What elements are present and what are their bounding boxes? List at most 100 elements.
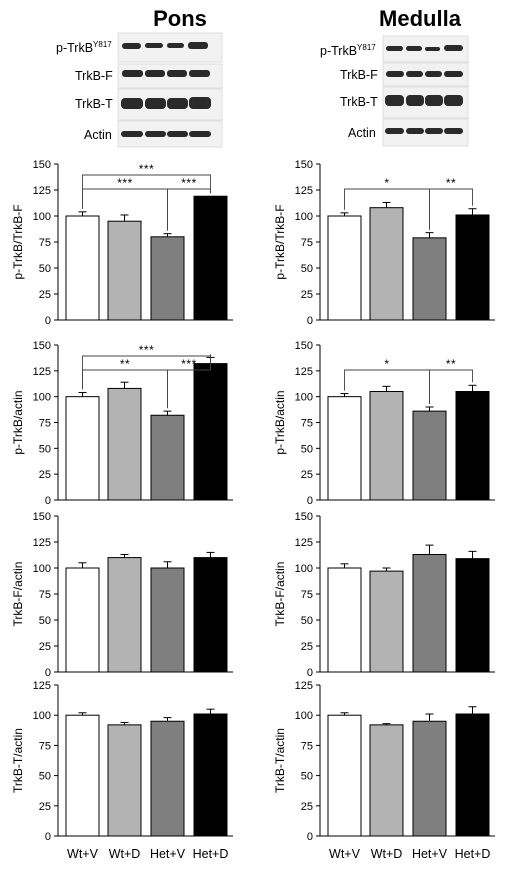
y-tick-label: 100	[33, 710, 51, 722]
y-axis-label: TrkB-T/actin	[273, 728, 287, 793]
bar-het-v	[412, 720, 447, 837]
y-tick-label: 50	[301, 615, 313, 627]
y-axis-label: p-TrkB/TrkB-F	[11, 204, 25, 279]
y-tick-label: 125	[33, 680, 51, 692]
bar-het-v	[150, 414, 185, 501]
significance-label: ***	[181, 357, 197, 371]
significance-label: **	[446, 176, 456, 190]
significance-label: ***	[117, 176, 133, 190]
y-tick-label: 0	[45, 315, 51, 327]
y-tick-label: 50	[39, 443, 51, 455]
svg-text:p-TrkBY817: p-TrkBY817	[320, 43, 376, 58]
y-tick-label: 0	[45, 831, 51, 843]
x-tick-label: Het+V	[150, 847, 186, 861]
y-tick-label: 100	[33, 392, 51, 404]
y-tick-label: 50	[39, 771, 51, 783]
bar-wt-d	[107, 220, 142, 321]
x-tick-label: Het+D	[193, 847, 229, 861]
medulla-title: Medulla	[379, 6, 461, 31]
x-tick-label: Wt+V	[329, 847, 361, 861]
y-tick-label: 125	[295, 185, 313, 197]
y-axis-label: TrkB-F/actin	[11, 562, 25, 627]
y-tick-label: 125	[33, 185, 51, 197]
bar-wt-d	[107, 387, 142, 501]
significance-bracket	[167, 188, 211, 231]
blot-label-actin: Actin	[348, 126, 376, 140]
bar-wt-v	[327, 396, 362, 501]
significance-label: **	[446, 357, 456, 371]
bar-het-v	[150, 720, 185, 837]
bar-wt-v	[65, 567, 100, 673]
significance-label: ***	[181, 176, 197, 190]
bar-wt-v	[327, 567, 362, 673]
bar-wt-v	[65, 396, 100, 501]
y-tick-label: 150	[33, 340, 51, 352]
significance-label: *	[384, 176, 389, 190]
bar-het-v	[412, 553, 447, 673]
y-tick-label: 150	[295, 159, 313, 171]
medulla-blot-panel: p-TrkBY817 TrkB-F TrkB-T Actin	[320, 35, 469, 147]
y-tick-label: 25	[39, 801, 51, 813]
x-tick-label: Het+D	[455, 847, 491, 861]
bar-het-v	[412, 410, 447, 501]
x-axis-labels: Wt+V Wt+D Het+V Het+D Wt+V Wt+D Het+V Het+D	[67, 847, 490, 861]
pons-blot-panel: p-TrkBY817 TrkB-F TrkB-T Actin	[56, 32, 223, 148]
y-tick-label: 100	[295, 710, 313, 722]
pons-title: Pons	[153, 6, 207, 31]
y-tick-label: 25	[301, 801, 313, 813]
blot-label-trkbf: TrkB-F	[340, 68, 378, 82]
blot-label-trkbt: TrkB-T	[340, 95, 378, 109]
y-tick-label: 125	[33, 366, 51, 378]
y-tick-label: 75	[301, 589, 313, 601]
bar-wt-d	[107, 724, 142, 837]
y-tick-label: 25	[301, 641, 313, 653]
y-tick-label: 0	[45, 495, 51, 507]
y-tick-label: 0	[307, 831, 313, 843]
svg-text:p-TrkBY817: p-TrkBY817	[56, 40, 112, 55]
bar-wt-d	[369, 724, 404, 837]
y-axis-label: TrkB-F/actin	[273, 562, 287, 627]
y-tick-label: 0	[45, 667, 51, 679]
medulla-bands	[385, 45, 463, 134]
y-axis-label: TrkB-T/actin	[11, 728, 25, 793]
y-tick-label: 25	[39, 289, 51, 301]
y-tick-label: 50	[301, 771, 313, 783]
bar-het-d	[455, 391, 490, 501]
y-tick-label: 25	[301, 469, 313, 481]
significance-bracket	[167, 354, 211, 409]
y-tick-label: 125	[33, 537, 51, 549]
y-tick-label: 75	[301, 740, 313, 752]
y-tick-label: 25	[301, 289, 313, 301]
bar-het-d	[193, 195, 228, 321]
y-tick-label: 150	[295, 511, 313, 523]
y-tick-label: 125	[295, 680, 313, 692]
significance-label: **	[120, 357, 130, 371]
y-tick-label: 50	[301, 443, 313, 455]
x-tick-label: Wt+D	[109, 847, 141, 861]
blot-label-ptrkb-sup: Y817	[93, 40, 112, 49]
y-tick-label: 0	[307, 495, 313, 507]
blot-label-ptrkb-sup: Y817	[357, 43, 376, 52]
bar-het-d	[193, 557, 228, 673]
pons-bands	[121, 42, 211, 137]
y-tick-label: 125	[295, 537, 313, 549]
y-tick-label: 25	[39, 641, 51, 653]
y-tick-label: 75	[39, 237, 51, 249]
bar-het-d	[455, 713, 490, 837]
y-tick-label: 100	[295, 211, 313, 223]
bar-wt-d	[369, 570, 404, 673]
y-tick-label: 75	[39, 740, 51, 752]
y-tick-label: 75	[301, 418, 313, 430]
bar-wt-d	[369, 391, 404, 501]
chart-7: 0 25 50 75 100 125 TrkB-T/actin	[11, 680, 233, 843]
bar-wt-v	[65, 714, 100, 837]
y-tick-label: 0	[307, 667, 313, 679]
x-tick-label: Het+V	[412, 847, 448, 861]
y-tick-label: 150	[295, 340, 313, 352]
blot-label-actin: Actin	[84, 128, 112, 142]
